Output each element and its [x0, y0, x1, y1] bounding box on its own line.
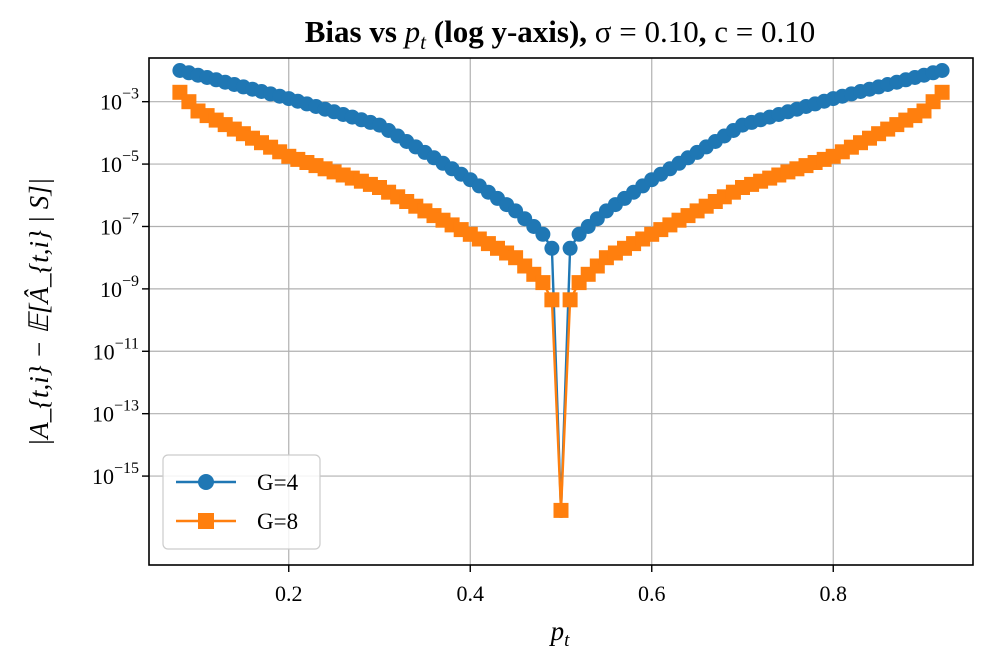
x-tick-label: 0.4: [457, 581, 485, 606]
legend: G=4 G=8: [162, 454, 321, 550]
series-g8: [172, 84, 950, 518]
data-point: [535, 226, 551, 242]
x-tick-label: 0.6: [638, 581, 666, 606]
data-point: [544, 292, 560, 308]
y-axis-ticks: 10−3 10−5 10−7 10−9 10−11 10−13 10−15: [92, 86, 149, 489]
series-layer: [172, 63, 950, 518]
chart-title: Bias vs pt (log y-axis), σ = 0.10, c = 0…: [305, 14, 815, 54]
plot-frame: [148, 57, 974, 566]
y-tick-label: 10−13: [92, 398, 139, 427]
y-tick-label: 10−11: [93, 335, 139, 364]
data-point: [553, 502, 569, 518]
y-tick-label: 10−15: [92, 460, 139, 489]
x-axis-ticks: 0.2 0.4 0.6 0.8: [275, 565, 847, 606]
data-point: [562, 292, 578, 308]
legend-label-g8: G=8: [257, 509, 298, 534]
series-g4: [172, 63, 950, 518]
y-tick-label: 10−3: [100, 86, 139, 115]
legend-label-g4: G=4: [257, 470, 299, 495]
data-point: [544, 240, 560, 256]
data-point: [535, 275, 551, 291]
data-point: [934, 84, 950, 100]
legend-marker-g8: [198, 513, 214, 529]
y-tick-label: 10−7: [100, 210, 139, 239]
data-point: [562, 240, 578, 256]
x-tick-label: 0.2: [275, 581, 303, 606]
series-line: [179, 69, 943, 512]
y-axis-label: |A_{t,i} − 𝔼[Â_{t,i} | S]|: [24, 178, 54, 446]
y-tick-label: 10−5: [100, 148, 139, 177]
legend-marker-g4: [198, 474, 214, 490]
x-axis-label: pt: [549, 616, 571, 651]
y-tick-label: 10−9: [100, 273, 139, 302]
data-point: [934, 63, 950, 78]
x-tick-label: 0.8: [819, 581, 847, 606]
